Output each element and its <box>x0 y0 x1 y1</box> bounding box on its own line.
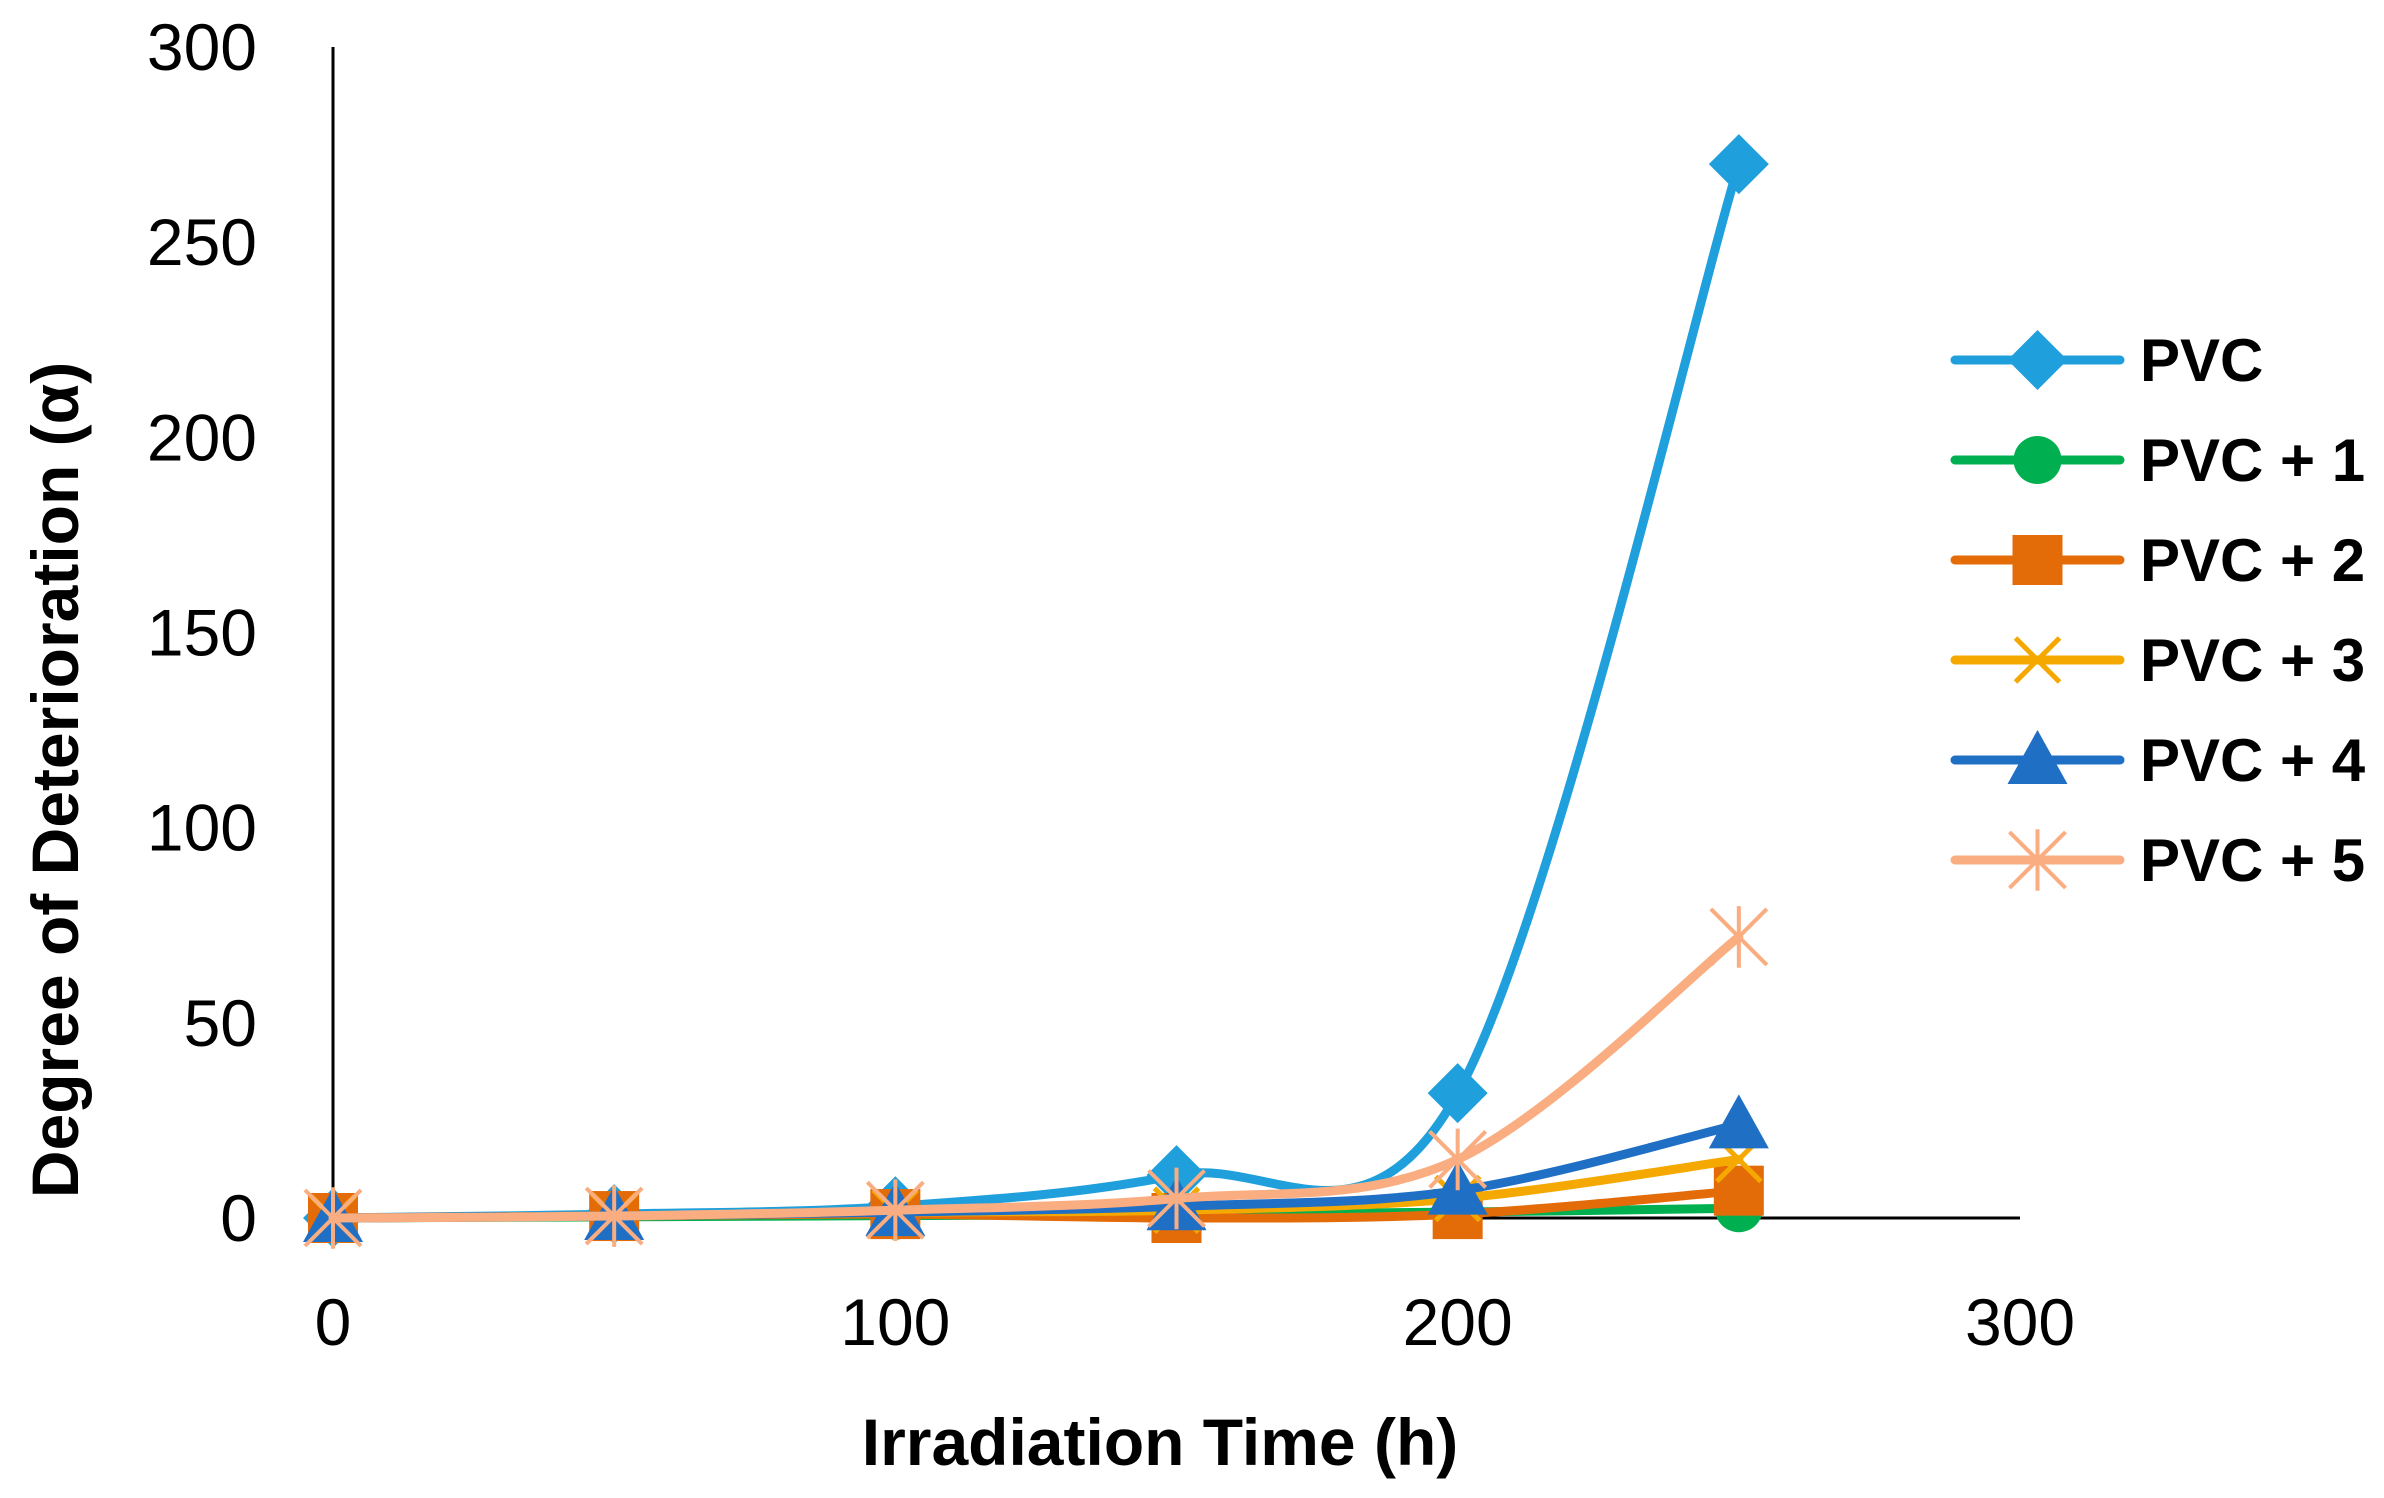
y-tick-labels: 0 50 100 150 200 250 300 <box>147 10 257 1255</box>
legend-marker <box>2013 636 2062 684</box>
legend-marker <box>2007 730 2068 784</box>
x-tick-label: 200 <box>1403 1285 1513 1359</box>
series-0 <box>303 134 1769 1248</box>
legend-entry: PVC + 5 <box>1950 827 2365 894</box>
legend-entry: PVC + 3 <box>1950 627 2365 694</box>
data-point <box>1427 1063 1488 1124</box>
data-point <box>1709 906 1769 968</box>
series-line <box>328 159 1744 1223</box>
series-layer <box>303 134 1769 1249</box>
y-tick-label: 150 <box>147 596 257 670</box>
legend-marker <box>2013 436 2062 484</box>
legend-marker <box>2008 829 2067 891</box>
y-tick-label: 300 <box>147 10 257 84</box>
data-point <box>865 1179 925 1241</box>
series-5 <box>303 906 1769 1249</box>
x-tick-label: 300 <box>1965 1285 2075 1359</box>
series-line <box>328 932 1744 1223</box>
legend-label: PVC + 4 <box>2140 727 2366 794</box>
legend-label: PVC + 3 <box>2140 627 2365 694</box>
legend-entry: PVC + 4 <box>1950 727 2366 794</box>
legend-marker <box>2007 330 2068 390</box>
data-point <box>1708 1094 1769 1149</box>
x-tick-labels: 0 100 200 300 <box>315 1285 2075 1359</box>
data-point <box>1708 134 1769 195</box>
y-tick-label: 50 <box>184 986 257 1060</box>
y-tick-label: 200 <box>147 400 257 474</box>
series-3 <box>309 1135 1763 1242</box>
data-point <box>1147 1167 1206 1230</box>
y-axis-title: Degree of Deterioration (α) <box>18 362 92 1198</box>
legend-entry: PVC + 2 <box>1950 527 2365 594</box>
y-tick-label: 250 <box>147 205 257 279</box>
legend-label: PVC + 1 <box>2140 427 2365 494</box>
legend-label: PVC <box>2140 327 2263 394</box>
legend-label: PVC + 2 <box>2140 527 2365 594</box>
data-point <box>1713 1165 1764 1216</box>
legend-entry: PVC + 1 <box>1950 427 2365 494</box>
y-tick-label: 0 <box>220 1181 257 1255</box>
legend-marker <box>2012 535 2063 585</box>
y-tick-label: 100 <box>147 791 257 865</box>
data-point <box>584 1185 644 1247</box>
data-point <box>1428 1128 1488 1191</box>
legend: PVC PVC + 1 PVC + 2 PVC + 3 PVC + 4 PVC + 5 <box>1950 327 2366 894</box>
x-axis-title: Irradiation Time (h) <box>862 1405 1459 1479</box>
x-tick-label: 0 <box>315 1285 352 1359</box>
data-point <box>303 1187 363 1249</box>
legend-label: PVC + 5 <box>2140 827 2365 894</box>
axes <box>331 47 2020 1220</box>
legend-entry: PVC <box>1950 327 2263 394</box>
x-tick-label: 100 <box>840 1285 950 1359</box>
